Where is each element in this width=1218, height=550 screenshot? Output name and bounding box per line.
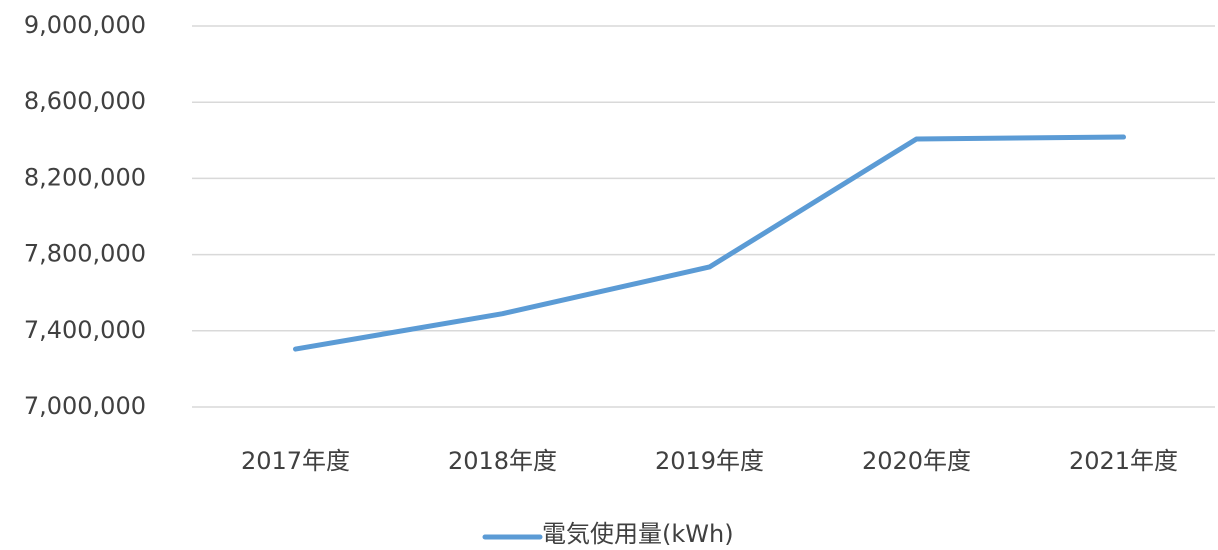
- x-tick-label: 2021年度: [1069, 447, 1178, 475]
- y-tick-label: 7,800,000: [24, 240, 146, 268]
- chart: 7,000,000 7,400,000 7,800,000 8,200,000 8,60…: [0, 0, 1218, 550]
- x-tick-label: 2019年度: [655, 447, 764, 475]
- y-tick-label: 8,600,000: [24, 87, 146, 115]
- y-tick-label: 7,400,000: [24, 316, 146, 344]
- y-tick-label: 9,000,000: [24, 11, 146, 39]
- y-tick-label: 8,200,000: [24, 163, 146, 191]
- x-tick-label: 2018年度: [448, 447, 557, 475]
- y-tick-label: 7,000,000: [24, 392, 146, 420]
- x-tick-label: 2017年度: [241, 447, 350, 475]
- legend-label: 電気使用量(kWh): [542, 520, 734, 548]
- data-line: [296, 137, 1124, 349]
- x-tick-label: 2020年度: [862, 447, 971, 475]
